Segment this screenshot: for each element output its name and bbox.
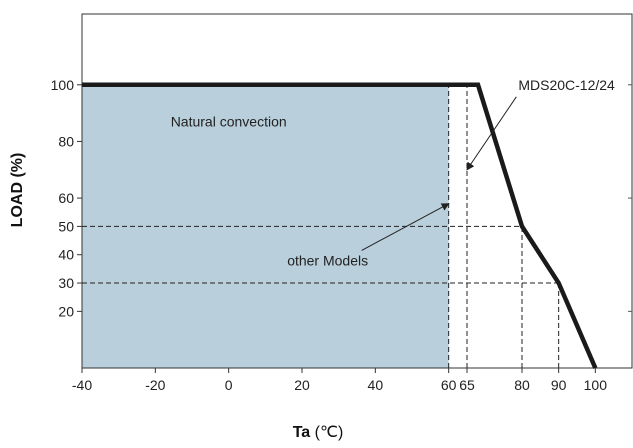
annotation-arrow xyxy=(361,203,450,251)
x-tick-label: 20 xyxy=(294,377,310,393)
x-axis-title-unit: (℃) xyxy=(315,424,344,441)
y-tick-label: 40 xyxy=(58,247,74,263)
x-tick-label: 90 xyxy=(551,377,567,393)
x-axis-title-main: Ta xyxy=(293,424,311,441)
x-tick-label: 100 xyxy=(584,377,608,393)
y-tick-label: 60 xyxy=(58,190,74,206)
plot-frame xyxy=(81,13,633,369)
x-tick-label: 40 xyxy=(368,377,384,393)
y-tick-label: 20 xyxy=(58,303,74,319)
x-tick-label: 0 xyxy=(225,377,233,393)
y-tick-label: 100 xyxy=(51,77,75,93)
x-tick-label: 65 xyxy=(459,377,475,393)
annotation-arrow xyxy=(466,96,517,171)
plot-area: -40 -20 0 20 40 60 65 80 90 100100806050403020Nat… xyxy=(51,13,633,393)
y-tick-label: 80 xyxy=(58,133,74,149)
x-tick-label: 60 xyxy=(441,377,457,393)
x-tick-label: 80 xyxy=(514,377,530,393)
x-axis-title: Ta (℃) xyxy=(293,424,344,441)
y-axis-title: LOAD (%) xyxy=(9,153,26,228)
annotation-label: other Models xyxy=(287,252,368,268)
y-tick-label: 50 xyxy=(58,218,74,234)
x-tick-label: -40 xyxy=(72,377,92,393)
annotation-label: MDS20C-12/24 xyxy=(518,77,615,93)
annotation-label: Natural convection xyxy=(171,114,287,130)
y-tick-label: 30 xyxy=(58,275,74,291)
x-tick-label: -20 xyxy=(145,377,165,393)
